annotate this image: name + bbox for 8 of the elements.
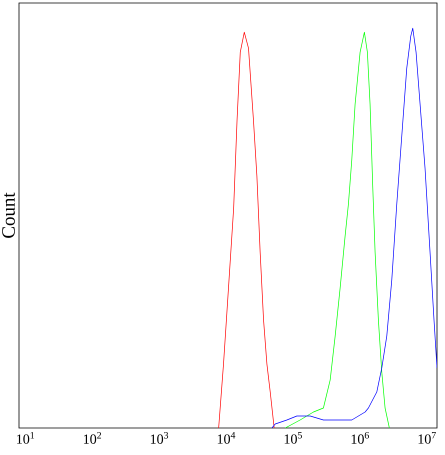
x-tick-label: 10$^{4}$ (218, 432, 236, 444)
x-tick-label: 10$^{5}$ (284, 432, 302, 444)
y-axis-title: Count (2, 192, 15, 238)
x-tick-label: 10$^{1}$ (17, 432, 34, 444)
x-tick-label: 10$^{6}$ (352, 432, 369, 444)
x-tick-label: 10$^{3}$ (150, 432, 168, 444)
x-tick-label: 10$^{2}$ (84, 432, 102, 444)
x-tick-label: 10$^{7}$ (418, 432, 436, 444)
